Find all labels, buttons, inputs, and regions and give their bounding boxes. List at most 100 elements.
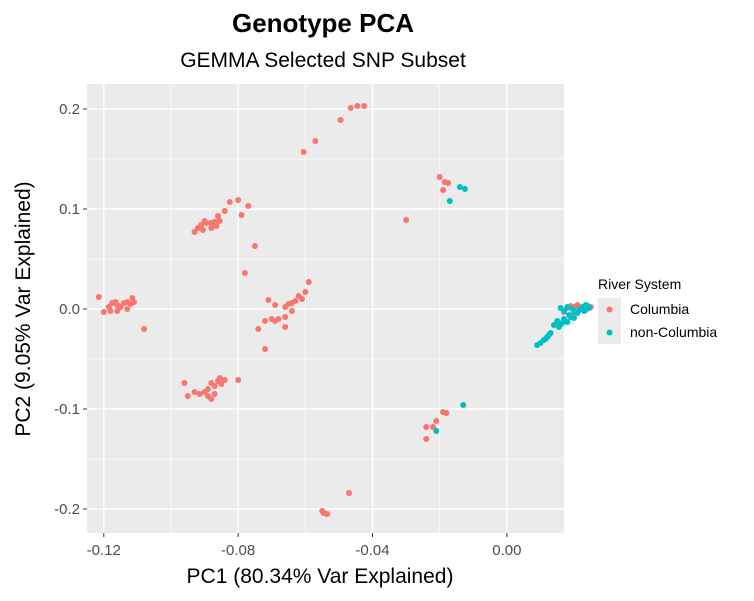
data-point-non-columbia (561, 308, 567, 314)
data-point-columbia (181, 380, 188, 386)
x-axis: -0.12 -0.08 -0.04 0.00 (87, 533, 521, 559)
data-point-columbia (211, 383, 218, 389)
data-point-non-columbia (574, 310, 581, 316)
y-tick-label: 0.0 (59, 301, 80, 318)
data-point-non-columbia (571, 315, 578, 321)
x-tick-label: -0.04 (355, 542, 389, 559)
data-point-columbia (221, 208, 228, 214)
data-point-columbia (354, 103, 361, 109)
data-point-non-columbia (534, 342, 541, 348)
data-point-columbia (215, 213, 222, 219)
y-axis: -0.2 -0.1 0.0 0.1 0.2 (54, 101, 87, 518)
legend-label-columbia: Columbia (630, 301, 689, 317)
data-point-non-columbia (564, 319, 571, 325)
data-point-columbia (211, 391, 218, 397)
data-point-non-columbia (581, 308, 588, 314)
data-point-columbia (324, 511, 331, 517)
data-point-columbia (191, 389, 198, 395)
y-tick-label: -0.1 (54, 401, 80, 418)
data-point-columbia (221, 377, 228, 383)
data-point-non-columbia (460, 402, 467, 408)
data-point-columbia (238, 212, 245, 218)
x-tick-label: 0.00 (492, 542, 521, 559)
data-point-columbia (440, 409, 447, 415)
data-point-non-columbia (542, 336, 549, 342)
x-tick-label: -0.12 (87, 542, 121, 559)
data-point-non-columbia (554, 318, 561, 324)
data-point-columbia (199, 227, 206, 233)
data-point-non-columbia (566, 312, 573, 318)
data-point-columbia (361, 103, 368, 109)
legend-item-non-columbia: non-Columbia (598, 321, 717, 344)
data-point-columbia (346, 490, 353, 496)
data-point-columbia (433, 418, 440, 424)
data-point-columbia (288, 308, 295, 314)
data-point-columbia (208, 396, 215, 402)
x-tick-label: -0.08 (221, 542, 255, 559)
data-point-non-columbia (461, 186, 468, 192)
data-point-columbia (436, 174, 443, 180)
data-point-columbia (213, 223, 220, 229)
data-point-columbia (574, 302, 581, 308)
data-point-columbia (235, 377, 242, 383)
data-point-columbia (216, 218, 223, 224)
legend-items: Columbia non-Columbia (598, 298, 717, 344)
legend-marker-columbia (606, 306, 613, 313)
data-point-columbia (194, 225, 201, 231)
data-points (95, 103, 594, 517)
data-point-columbia (429, 424, 436, 430)
major-gridlines (87, 84, 564, 533)
data-point-columbia (423, 436, 430, 442)
data-point-non-columbia (550, 322, 557, 328)
data-point-columbia (337, 117, 344, 123)
data-point-columbia (282, 314, 289, 320)
data-point-non-columbia (456, 184, 463, 190)
data-point-columbia (302, 289, 309, 295)
data-point-columbia (196, 391, 203, 397)
data-point-columbia (235, 197, 242, 203)
data-point-columbia (265, 297, 272, 303)
data-point-columbia (282, 304, 289, 310)
chart-title: Genotype PCA (232, 8, 414, 38)
y-tick-label: 0.2 (59, 101, 80, 118)
data-point-columbia (423, 424, 430, 430)
data-point-non-columbia (584, 303, 591, 309)
data-point-columbia (255, 326, 262, 332)
data-point-columbia (305, 279, 312, 285)
legend-marker-non-columbia (606, 329, 613, 336)
data-point-columbia (245, 203, 252, 209)
data-point-columbia (300, 149, 307, 155)
data-point-columbia (347, 105, 354, 111)
legend: River System Columbia non-Columbia (598, 276, 717, 344)
data-point-non-columbia (446, 198, 453, 204)
data-point-columbia (218, 381, 225, 387)
data-point-columbia (201, 389, 208, 395)
data-point-columbia (251, 243, 258, 249)
legend-item-columbia: Columbia (598, 298, 689, 321)
data-point-columbia (107, 308, 114, 314)
data-point-non-columbia (433, 428, 440, 434)
data-point-columbia (312, 138, 319, 144)
data-point-columbia (191, 229, 198, 235)
data-point-columbia (403, 217, 410, 223)
data-point-columbia (262, 346, 269, 352)
data-point-non-columbia (555, 324, 562, 330)
data-point-columbia (262, 318, 269, 324)
data-point-columbia (440, 187, 447, 193)
chart-subtitle: GEMMA Selected SNP Subset (180, 49, 466, 72)
series-non-columbia (433, 184, 593, 434)
series-columbia (95, 103, 594, 517)
data-point-columbia (129, 295, 136, 301)
data-point-columbia (241, 270, 248, 276)
data-point-columbia (272, 302, 279, 308)
data-point-non-columbia (564, 304, 571, 310)
data-point-columbia (445, 180, 452, 186)
data-point-columbia (124, 306, 131, 312)
data-point-columbia (208, 220, 215, 226)
y-axis-title: PC2 (9.05% Var Explained) (12, 181, 35, 436)
data-point-columbia (114, 308, 121, 314)
legend-label-non-columbia: non-Columbia (630, 324, 717, 340)
x-axis-title: PC1 (80.34% Var Explained) (187, 565, 454, 588)
data-point-columbia (268, 316, 275, 322)
